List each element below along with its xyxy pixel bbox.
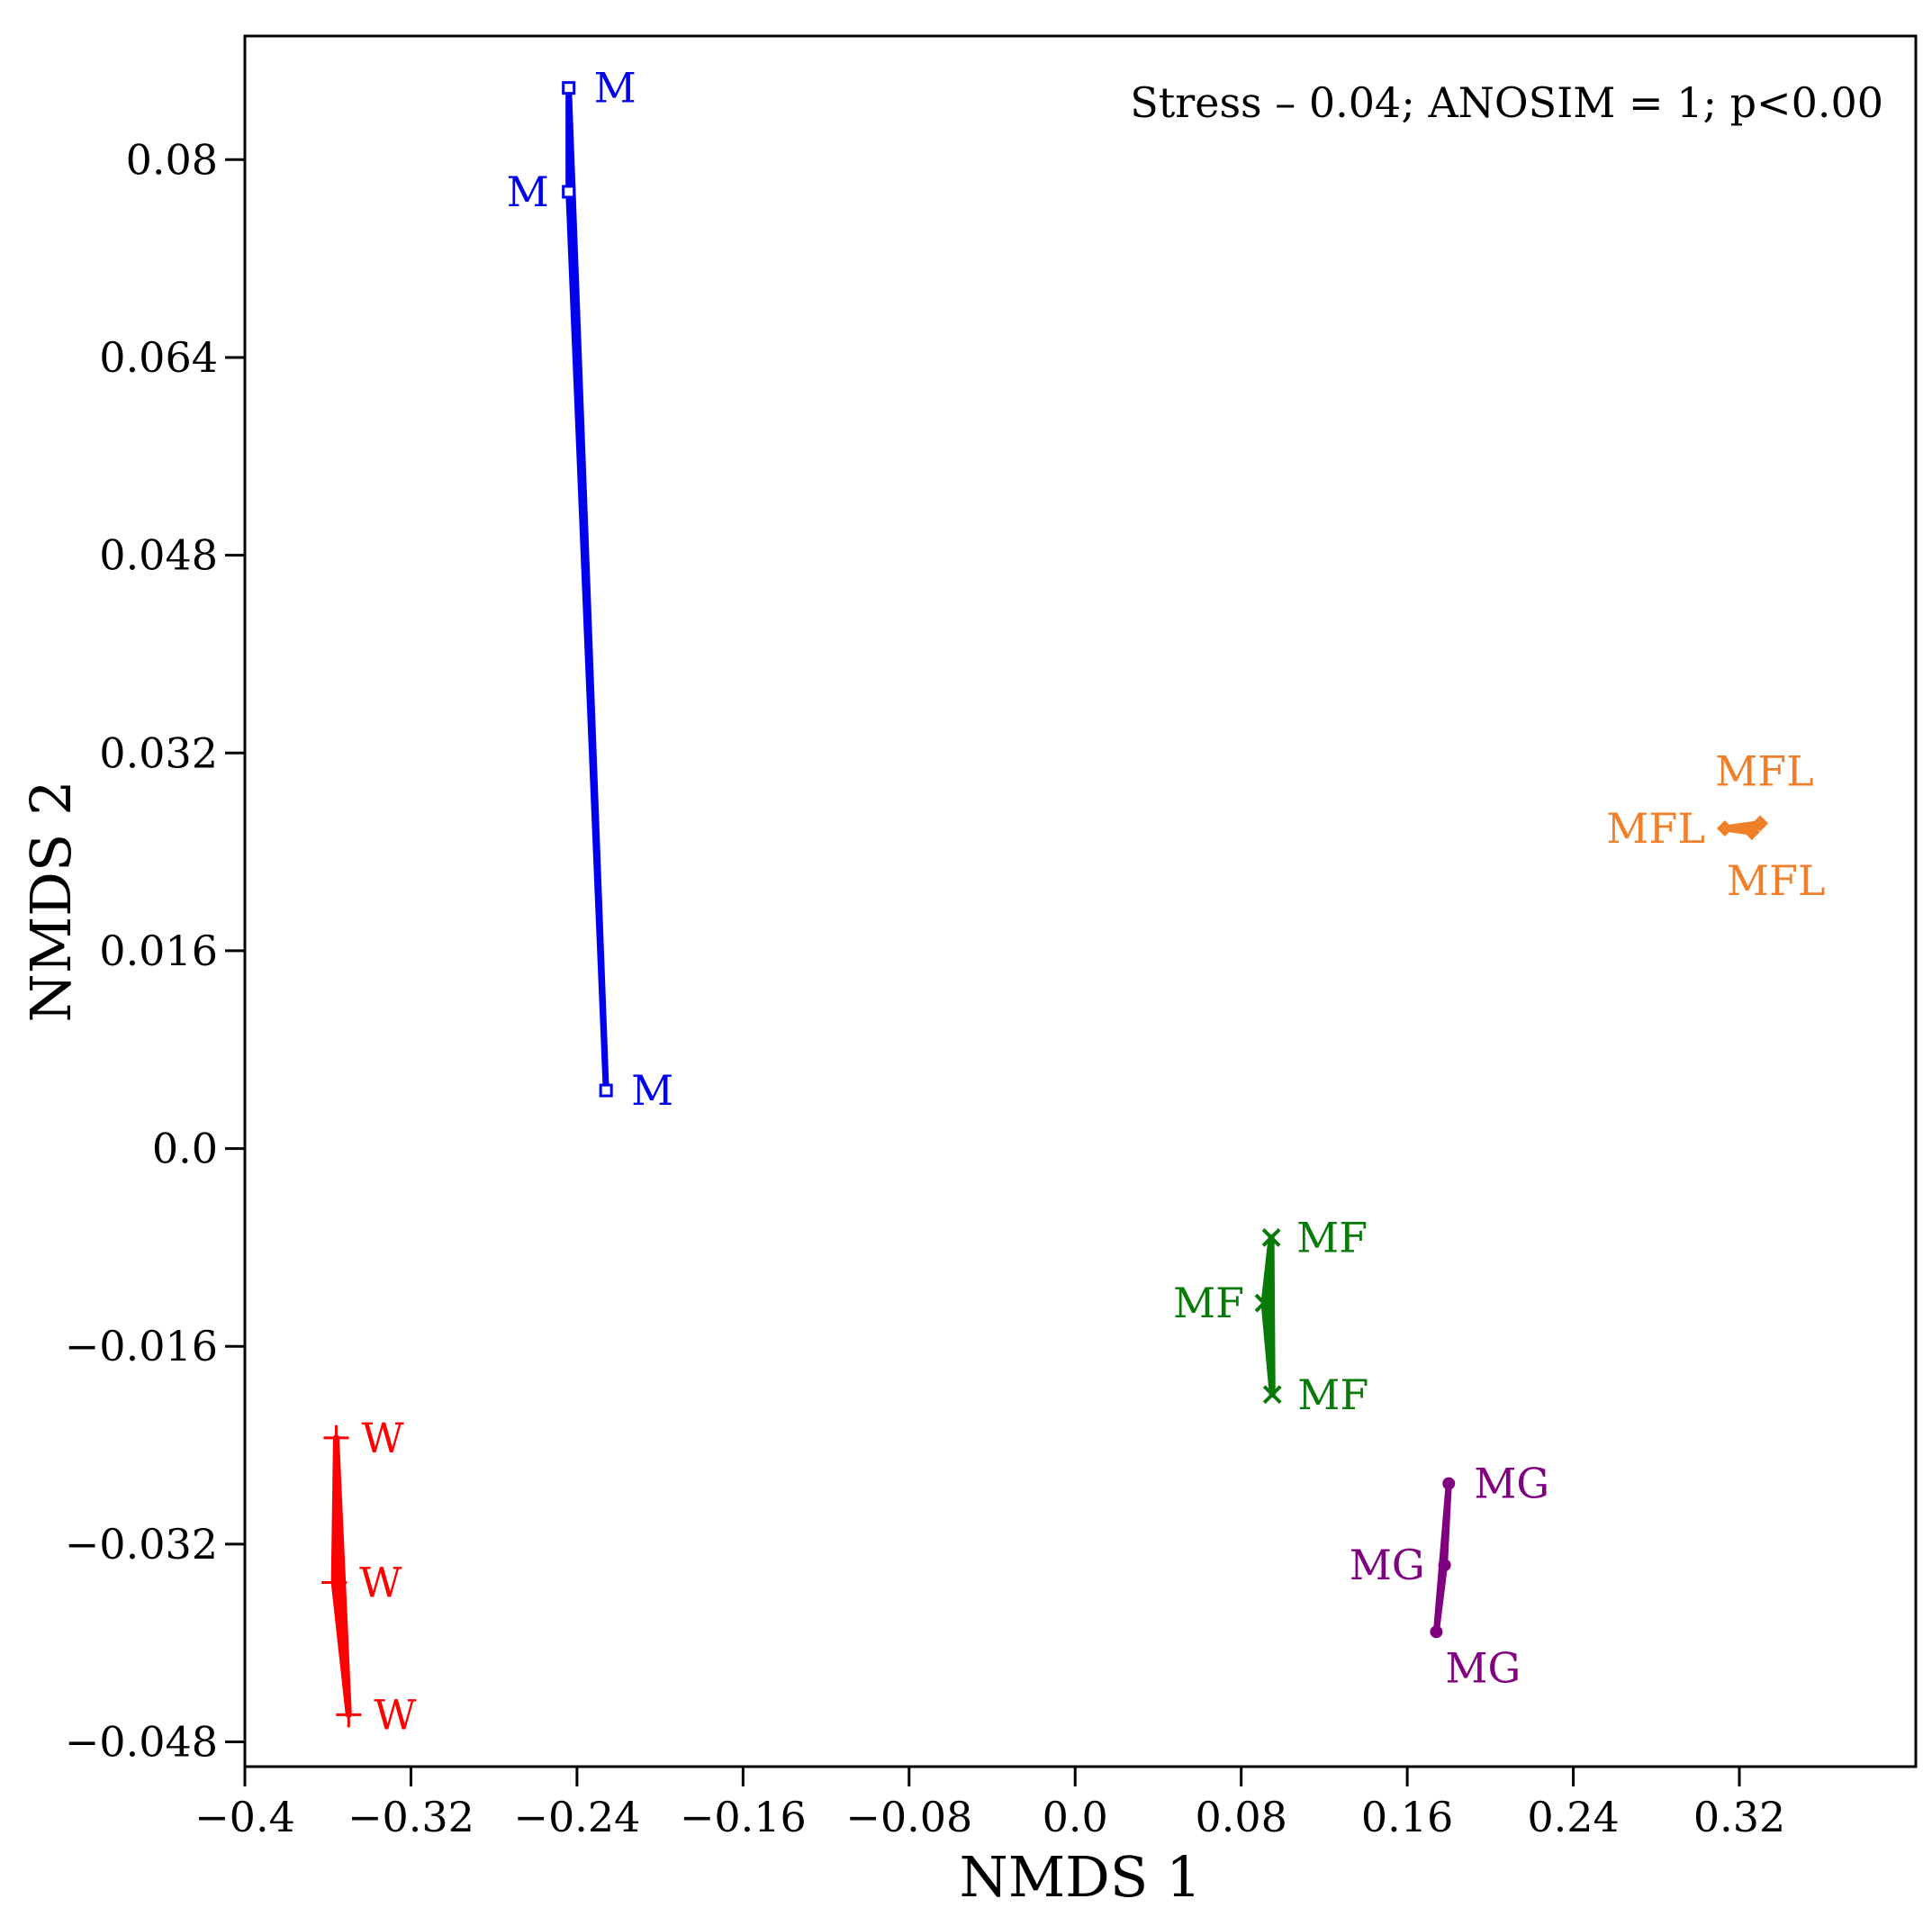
series-hull <box>330 1434 352 1718</box>
point-label: W <box>361 1414 404 1462</box>
data-point <box>1254 1293 1274 1313</box>
point-label: M <box>594 64 636 113</box>
x-tick-label: 0.32 <box>1693 1793 1785 1841</box>
y-tick-label: −0.032 <box>65 1520 218 1569</box>
series-hull <box>565 85 609 1094</box>
x-tick-label: −0.24 <box>513 1793 640 1841</box>
point-label: MG <box>1445 1643 1521 1692</box>
data-point <box>336 1702 362 1728</box>
series-hull <box>1260 1234 1276 1398</box>
y-tick-label: −0.048 <box>65 1718 218 1767</box>
point-label: MFL <box>1715 747 1814 796</box>
y-tick-label: 0.064 <box>99 333 218 382</box>
data-point <box>1442 1477 1456 1490</box>
point-label: MFL <box>1606 804 1705 853</box>
data-point <box>1752 815 1769 832</box>
point-label: M <box>631 1066 673 1115</box>
point-label: MG <box>1350 1541 1425 1589</box>
y-tick-label: −0.016 <box>65 1322 218 1370</box>
plot-frame <box>243 34 1918 1768</box>
point-label: MFL <box>1727 856 1826 905</box>
series-mf: MF MF MF <box>1173 1213 1368 1418</box>
x-axis: −0.4 −0.32 −0.24 −0.16 −0.08 0.0 0.08 0.16 0.24 0… <box>194 1767 1785 1841</box>
point-label: W <box>359 1558 402 1606</box>
x-tick-label: 0.24 <box>1527 1793 1619 1841</box>
x-tick-label: −0.08 <box>845 1793 972 1841</box>
y-tick-label: 0.016 <box>99 927 218 975</box>
point-label: MF <box>1296 1213 1368 1261</box>
data-point <box>1438 1559 1451 1572</box>
x-axis-title: NMDS 1 <box>959 1844 1201 1910</box>
point-label: MF <box>1297 1370 1368 1419</box>
data-point <box>562 185 576 199</box>
data-point <box>1716 820 1733 837</box>
y-axis: −0.048 −0.032 −0.016 0.0 0.016 0.032 0.048 0.06… <box>65 135 245 1767</box>
data-point <box>1261 1228 1281 1247</box>
point-label: W <box>374 1690 417 1739</box>
x-tick-label: 0.0 <box>1043 1793 1108 1841</box>
y-tick-label: 0.0 <box>152 1125 218 1173</box>
series-w: W W W <box>321 1414 417 1739</box>
x-tick-label: 0.16 <box>1361 1793 1453 1841</box>
data-point <box>323 1424 349 1451</box>
stats-annotation: Stress – 0.04; ANOSIM = 1; p<0.00 <box>1130 78 1883 127</box>
data-point <box>321 1569 348 1596</box>
y-tick-label: 0.08 <box>126 135 218 184</box>
point-label: MF <box>1173 1279 1244 1327</box>
x-tick-label: −0.32 <box>348 1793 474 1841</box>
y-tick-label: 0.048 <box>99 531 218 580</box>
series-mg: MG MG MG <box>1350 1460 1549 1693</box>
data-point <box>562 81 576 95</box>
data-point <box>1262 1385 1282 1405</box>
x-tick-label: −0.4 <box>194 1793 295 1841</box>
series-m: M M M <box>507 64 674 1115</box>
x-tick-label: −0.16 <box>680 1793 807 1841</box>
data-point <box>1430 1625 1443 1639</box>
point-label: MG <box>1474 1460 1549 1508</box>
y-tick-label: 0.032 <box>99 728 218 777</box>
data-point <box>1743 824 1760 841</box>
x-tick-label: 0.08 <box>1195 1793 1286 1841</box>
point-label: M <box>507 167 549 216</box>
series-hull <box>1432 1480 1452 1635</box>
data-point <box>599 1083 613 1098</box>
y-axis-title: NMDS 2 <box>18 780 84 1022</box>
